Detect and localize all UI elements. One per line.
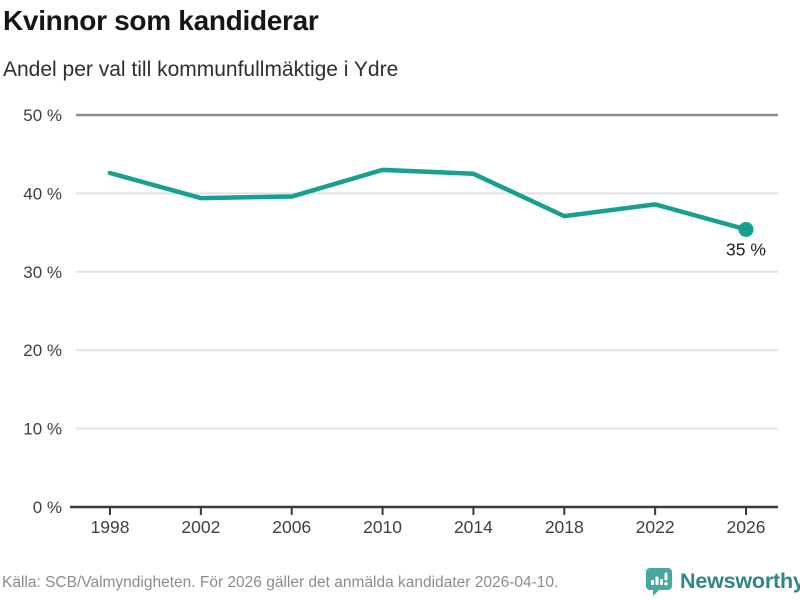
- end-point-marker: [738, 221, 754, 237]
- x-axis-tick-label: 2010: [363, 517, 402, 537]
- brand-name: Newsworthy: [680, 568, 800, 593]
- x-axis-tick-label: 2014: [454, 517, 493, 537]
- source-note: Källa: SCB/Valmyndigheten. För 2026 gäll…: [2, 574, 559, 591]
- x-axis-tick-label: 1998: [91, 517, 130, 537]
- y-axis-tick-label: 30 %: [23, 263, 62, 282]
- y-axis-tick-label: 10 %: [23, 420, 62, 439]
- newsworthy-bubble-chart-icon: [646, 567, 672, 596]
- chart-footer: Källa: SCB/Valmyndigheten. För 2026 gäll…: [0, 563, 800, 600]
- x-axis-tick-label: 2006: [272, 517, 311, 537]
- y-axis-tick-label: 0 %: [33, 498, 62, 517]
- x-axis-tick-label: 2022: [636, 517, 675, 537]
- newsworthy-logo: Newsworthy: [645, 565, 800, 597]
- data-line: [107, 167, 749, 232]
- y-axis-tick-label: 40 %: [23, 184, 62, 203]
- x-axis-tick-label: 2002: [181, 517, 220, 537]
- y-axis-tick-label: 50 %: [23, 106, 62, 125]
- y-axis-tick-label: 20 %: [23, 341, 62, 360]
- line-chart: 0 % 10 % 20 % 30 % 40 % 50 % 1998 2002 2006 2010 2…: [23, 106, 778, 537]
- x-axis-tick-label: 2026: [727, 517, 766, 537]
- page-title: Kvinnor som kandiderar: [3, 5, 319, 36]
- end-point-label: 35 %: [726, 239, 766, 259]
- chart-subtitle: Andel per val till kommunfullmäktige i Y…: [3, 58, 399, 81]
- x-axis-tick-label: 2018: [545, 517, 584, 537]
